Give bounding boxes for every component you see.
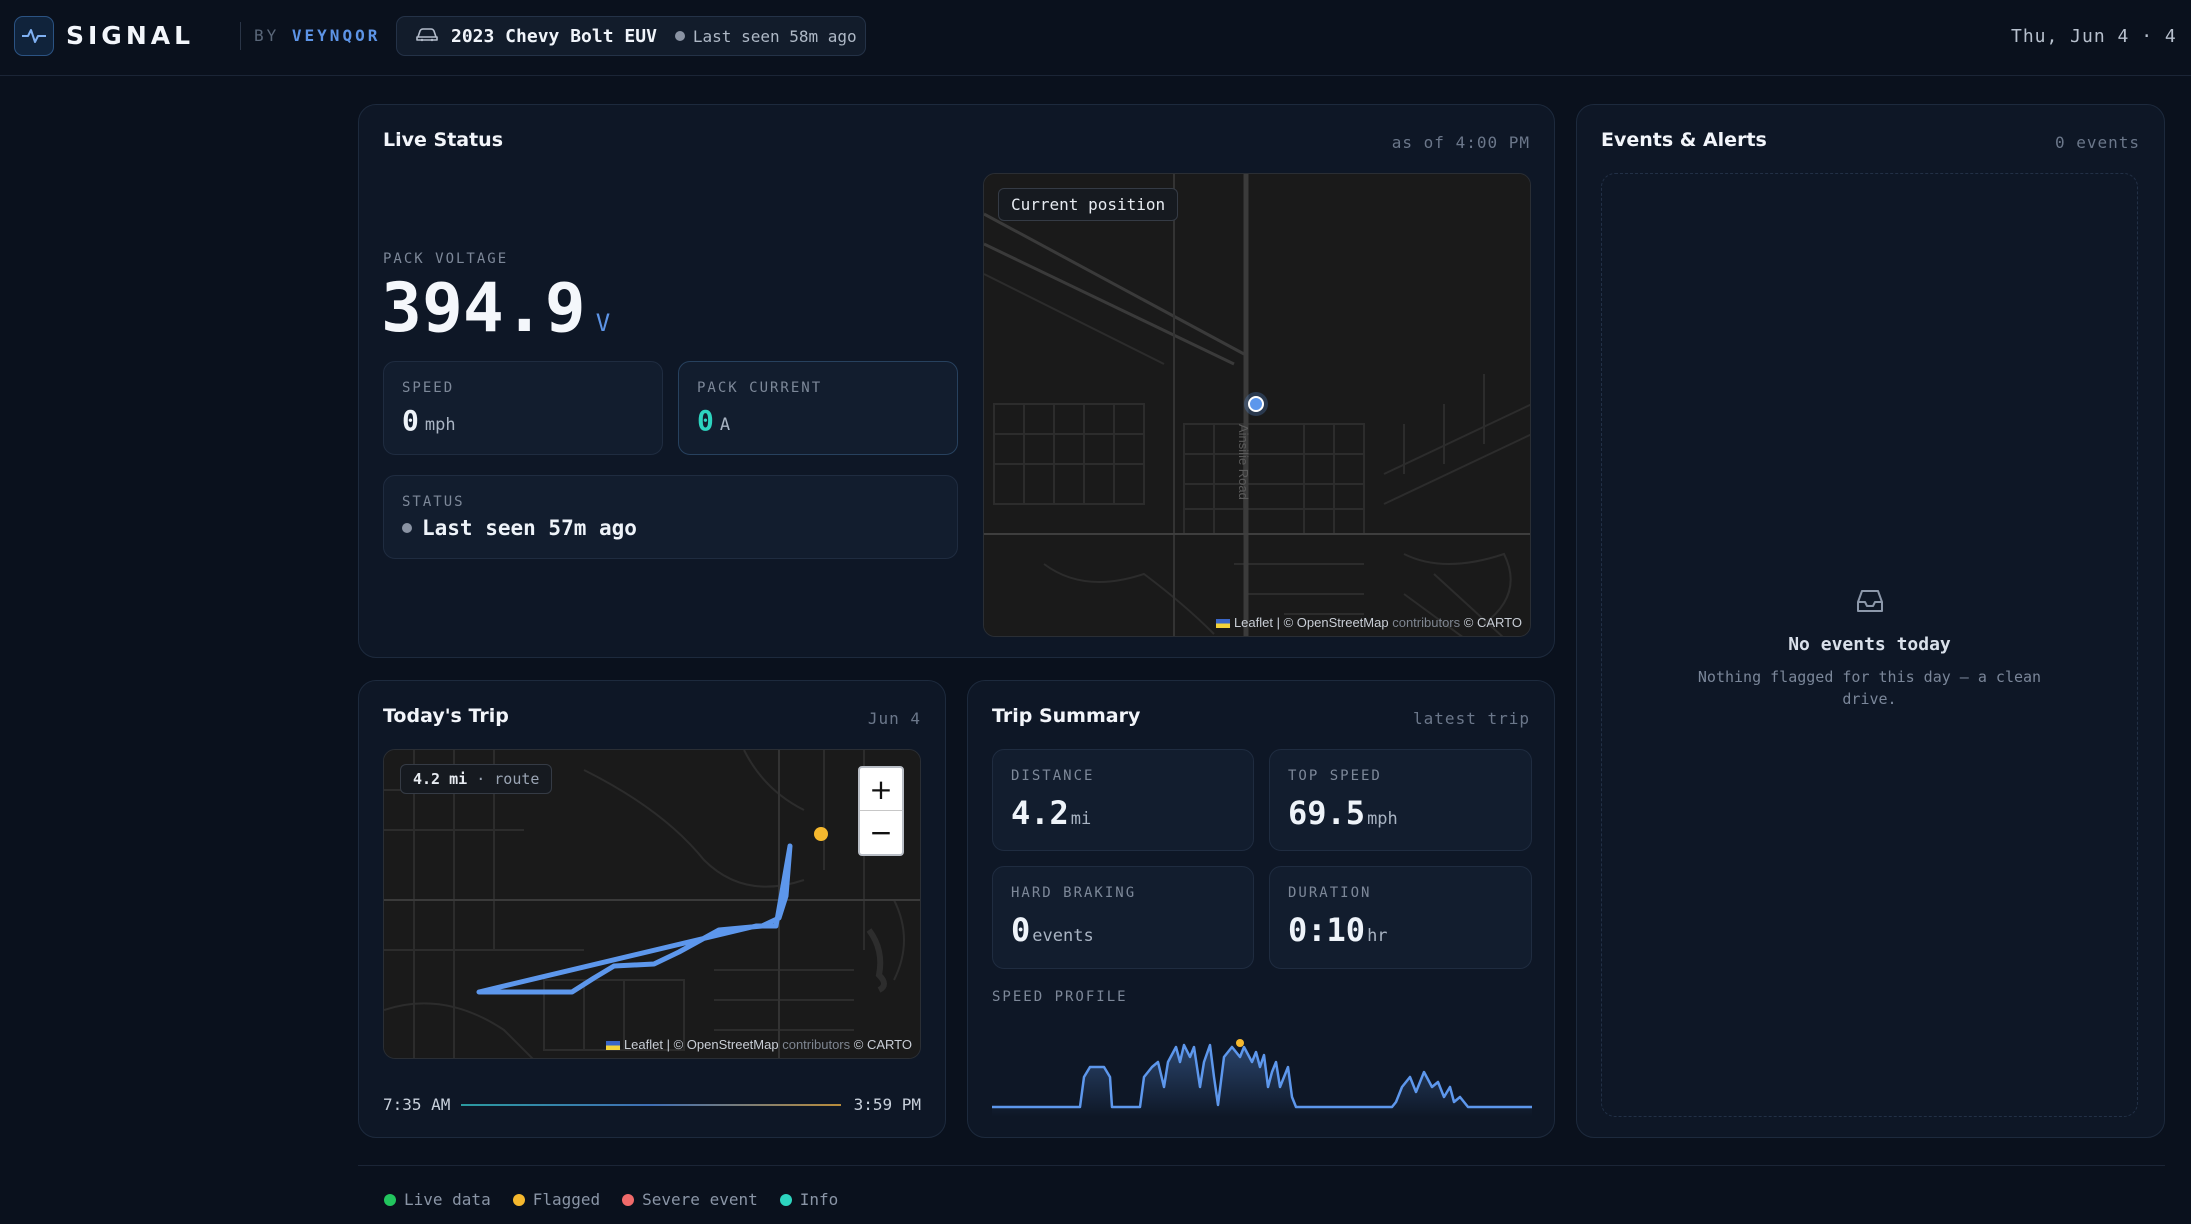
summary-meta: latest trip xyxy=(1413,709,1530,728)
map-attribution[interactable]: Leaflet | © OpenStreetMap contributors ©… xyxy=(1216,615,1522,630)
status-label: STATUS xyxy=(402,494,465,510)
pack-voltage-label: PACK VOLTAGE xyxy=(383,251,509,267)
duration-card: DURATION 0:10 hr xyxy=(1269,866,1532,969)
live-status-panel: Live Status as of 4:00 PM PACK VOLTAGE 3… xyxy=(358,104,1555,658)
todays-trip-panel: Today's Trip Jun 4 4.2 mi · route + − xyxy=(358,680,946,1138)
speed-card: SPEED 0 mph xyxy=(383,361,663,455)
duration-value: 0:10 hr xyxy=(1288,911,1388,949)
legend-dot-icon xyxy=(622,1193,635,1206)
speed-profile-chart xyxy=(992,1039,1532,1117)
duration-label: DURATION xyxy=(1288,885,1372,901)
ukraine-flag-icon xyxy=(606,1041,621,1051)
top-speed-label: TOP SPEED xyxy=(1288,768,1382,784)
speed-profile-area xyxy=(992,1045,1532,1117)
zoom-in-button[interactable]: + xyxy=(860,768,902,811)
status-dot-icon xyxy=(674,31,685,41)
car-icon xyxy=(415,26,439,46)
legend-severe-event: Severe event xyxy=(622,1190,758,1209)
vehicle-name: 2023 Chevy Bolt EUV xyxy=(451,25,657,47)
trip-title: Today's Trip xyxy=(383,705,509,727)
svg-text:Ainsilie Road: Ainsilie Road xyxy=(1236,424,1251,500)
hard-braking-value: 0 events xyxy=(1011,911,1094,949)
speed-profile-label: SPEED PROFILE xyxy=(992,989,1128,1005)
trip-date: Jun 4 xyxy=(867,709,921,728)
legend-dot-icon xyxy=(512,1193,525,1206)
by-line: BY VEYNQOR xyxy=(254,26,381,45)
no-events-subtitle: Nothing flagged for this day — a clean d… xyxy=(1697,668,2042,708)
pack-voltage-value: 394.9 V xyxy=(381,269,611,348)
header-divider xyxy=(240,22,241,50)
trip-map-attribution[interactable]: Leaflet | © OpenStreetMap contributors ©… xyxy=(606,1037,912,1052)
zoom-out-button[interactable]: − xyxy=(869,816,893,849)
vehicle-selector[interactable]: 2023 Chevy Bolt EUV Last seen 58m ago xyxy=(396,16,866,56)
speed-label: SPEED xyxy=(402,380,455,396)
header-datetime: Thu, Jun 4 · 4 xyxy=(2011,26,2177,47)
footer-divider xyxy=(358,1165,2165,1166)
legend-dot-icon xyxy=(384,1193,396,1206)
live-status-timestamp: as of 4:00 PM xyxy=(1391,133,1530,152)
legend-flagged: Flagged xyxy=(512,1190,600,1209)
route-distance-tag: 4.2 mi · route xyxy=(400,764,553,794)
status-value: Last seen 57m ago xyxy=(402,516,637,540)
status-legend: Live data Flagged Severe event Info xyxy=(384,1190,838,1209)
live-status-title: Live Status xyxy=(383,129,504,151)
hard-braking-label: HARD BRAKING xyxy=(1011,885,1137,901)
distance-value: 4.2 mi xyxy=(1011,794,1092,832)
summary-title: Trip Summary xyxy=(992,705,1141,727)
events-title: Events & Alerts xyxy=(1601,129,1767,151)
top-speed-marker xyxy=(1236,1039,1244,1047)
status-card: STATUS Last seen 57m ago xyxy=(383,475,958,559)
ukraine-flag-icon xyxy=(1216,619,1231,629)
trip-timeline-scrubber[interactable] xyxy=(461,1104,841,1106)
company-name: VEYNQOR xyxy=(291,26,381,45)
current-position-tag: Current position xyxy=(998,188,1179,221)
speed-profile-line xyxy=(992,1043,1532,1109)
pack-current-label: PACK CURRENT xyxy=(697,380,823,396)
hard-braking-card: HARD BRAKING 0 events xyxy=(992,866,1254,969)
events-panel: Events & Alerts 0 events No events today… xyxy=(1576,104,2165,1138)
speed-value: 0 mph xyxy=(402,404,456,437)
no-events-title: No events today xyxy=(1788,634,1951,655)
top-speed-card: TOP SPEED 69.5 mph xyxy=(1269,749,1532,851)
legend-live-data: Live data xyxy=(384,1190,491,1209)
top-bar: SIGNAL BY VEYNQOR 2023 Chevy Bolt EUV La… xyxy=(0,0,2191,76)
pulse-logo-icon xyxy=(14,16,54,56)
zoom-control: + − xyxy=(858,766,904,856)
status-dot-icon xyxy=(402,523,412,533)
trip-summary-panel: Trip Summary latest trip DISTANCE 4.2 mi … xyxy=(967,680,1555,1138)
trip-end-time: 3:59 PM xyxy=(853,1095,921,1114)
inbox-icon xyxy=(1602,588,2137,618)
pack-voltage-unit: V xyxy=(595,309,611,337)
trip-map-tiles xyxy=(384,750,920,1058)
brand-name: SIGNAL xyxy=(66,21,195,50)
events-count: 0 events xyxy=(2054,133,2140,152)
distance-card: DISTANCE 4.2 mi xyxy=(992,749,1254,851)
live-map-tiles: Ainsilie Road xyxy=(984,174,1530,636)
top-speed-value: 69.5 mph xyxy=(1288,794,1398,832)
events-empty-state: No events today Nothing flagged for this… xyxy=(1601,173,2138,1117)
distance-label: DISTANCE xyxy=(1011,768,1095,784)
trip-start-time: 7:35 AM xyxy=(383,1095,451,1114)
vehicle-status: Last seen 58m ago xyxy=(674,27,857,46)
trip-map[interactable]: 4.2 mi · route + − Leaflet | © OpenStree… xyxy=(383,749,921,1059)
legend-info: Info xyxy=(779,1190,838,1209)
legend-dot-icon xyxy=(779,1193,792,1206)
live-map[interactable]: Ainsilie Road Current position Leaflet |… xyxy=(983,173,1531,637)
